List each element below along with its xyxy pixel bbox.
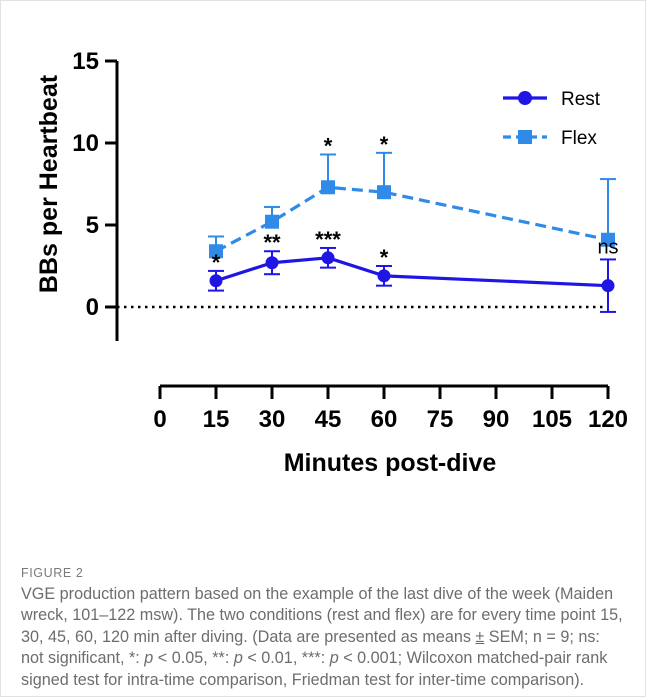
axes: 0 5 10 15 BBs per Heartbeat 0 15 30 45 60 75 90 105 1… bbox=[35, 48, 628, 477]
data-point bbox=[377, 269, 391, 283]
x-tick-label: 0 bbox=[153, 406, 166, 433]
legend-item-flex: Flex bbox=[503, 128, 597, 149]
figure-caption-text: VGE production pattern based on the exam… bbox=[21, 584, 626, 691]
significance-label: * bbox=[380, 132, 389, 157]
p-symbol: p bbox=[233, 649, 243, 668]
line-chart: 0 5 10 15 BBs per Heartbeat 0 15 30 45 60 75 90 105 1… bbox=[35, 48, 628, 477]
caption-text-1: VGE production pattern based on the exam… bbox=[21, 585, 623, 646]
legend-item-rest: Rest bbox=[503, 89, 601, 110]
y-tick-label: 15 bbox=[72, 48, 99, 75]
significance-label: * bbox=[324, 133, 333, 158]
significance-label: * bbox=[380, 245, 389, 270]
series-flex: * * bbox=[208, 132, 616, 259]
x-tick-label: 30 bbox=[259, 406, 286, 433]
x-tick-label: 45 bbox=[315, 406, 342, 433]
significance-label: ns bbox=[597, 236, 618, 258]
legend: Rest Flex bbox=[503, 89, 601, 149]
caption-text-3: < 0.05, **: bbox=[153, 649, 234, 668]
data-point bbox=[209, 274, 223, 288]
figure-caption: FIGURE 2 VGE production pattern based on… bbox=[21, 566, 626, 691]
x-tick-label: 75 bbox=[427, 406, 454, 433]
legend-label: Flex bbox=[561, 128, 597, 149]
data-point bbox=[601, 232, 615, 247]
x-tick-label: 90 bbox=[483, 406, 510, 433]
significance-label: ** bbox=[263, 230, 281, 255]
data-point bbox=[377, 185, 391, 200]
data-point bbox=[265, 256, 279, 270]
data-point bbox=[321, 251, 335, 265]
y-tick-label: 10 bbox=[72, 130, 99, 157]
x-tick-label: 105 bbox=[532, 406, 572, 433]
legend-marker bbox=[518, 91, 532, 105]
caption-text-4: < 0.01, ***: bbox=[242, 649, 330, 668]
legend-label: Rest bbox=[561, 89, 601, 110]
y-axis-title: BBs per Heartbeat bbox=[35, 74, 63, 293]
caption-text-5: < 0.001; Wilcoxon matched-pair rank sign… bbox=[21, 649, 608, 689]
legend-marker bbox=[518, 130, 532, 144]
p-symbol: p bbox=[329, 649, 339, 668]
data-point bbox=[321, 180, 335, 195]
significance-label: * bbox=[212, 250, 221, 275]
figure-label: FIGURE 2 bbox=[21, 566, 84, 580]
plus-minus-symbol: ± bbox=[475, 627, 485, 646]
y-tick-label: 0 bbox=[86, 294, 99, 321]
significance-label: *** bbox=[315, 227, 341, 252]
data-point bbox=[265, 214, 279, 229]
series-rest: *** **** ns bbox=[208, 227, 619, 313]
series-layer: * **** **** ns bbox=[208, 132, 619, 313]
x-tick-label: 60 bbox=[371, 406, 398, 433]
x-tick-label: 15 bbox=[203, 406, 230, 433]
y-tick-label: 5 bbox=[86, 212, 99, 239]
x-tick-label: 120 bbox=[588, 406, 628, 433]
data-point bbox=[601, 279, 615, 293]
x-axis-title: Minutes post-dive bbox=[284, 449, 497, 477]
data-point bbox=[209, 244, 223, 259]
p-symbol: p bbox=[144, 649, 154, 668]
caption-text-2: SEM; n = 9; ns: not significant, *: bbox=[21, 627, 600, 668]
